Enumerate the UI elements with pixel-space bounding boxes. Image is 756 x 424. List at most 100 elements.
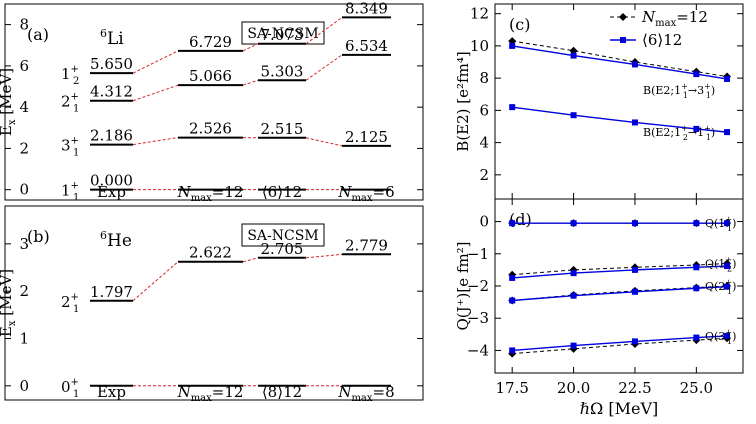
data-point-square: [693, 285, 700, 292]
panel-frame: [4, 3, 424, 201]
data-point-square: [724, 263, 731, 270]
y-tick-label: 8: [479, 69, 489, 87]
data-point-square: [509, 104, 516, 111]
data-point-square: [693, 71, 700, 78]
legend-label: Nmax=12: [641, 8, 708, 29]
y-axis-label: Q(J⁺)[e fm²]: [454, 241, 472, 330]
spin-label: 2+ 1: [61, 92, 79, 115]
panel-label: (c): [509, 15, 530, 34]
data-point-square: [509, 220, 516, 227]
data-point-square: [693, 264, 700, 271]
data-point-square: [693, 220, 700, 227]
level-connector: [305, 253, 343, 259]
legend-marker: [619, 13, 627, 21]
energy-value: 8.349: [345, 0, 388, 17]
y-tick-label: −2: [467, 277, 489, 295]
y-tick-label: 1: [19, 329, 29, 347]
data-point-square: [570, 342, 577, 349]
data-point-square: [570, 270, 577, 277]
column-label-1: Nmax=12: [177, 383, 244, 404]
level-connector: [242, 79, 259, 86]
column-label-0: Exp: [97, 183, 126, 201]
data-point-square: [631, 288, 638, 295]
x-axis-label: ℏΩ [MeV]: [580, 399, 659, 418]
level-connector: [132, 84, 179, 102]
y-tick-label: −4: [467, 341, 489, 359]
data-point-square: [570, 220, 577, 227]
column-label-3: Nmax=6: [337, 183, 394, 204]
data-point-square: [631, 119, 638, 126]
series-annotation: Q(2+ 1): [705, 278, 736, 296]
y-tick-label: 2: [19, 282, 29, 300]
y-tick-label: 0: [19, 377, 29, 395]
energy-value: 2.186: [90, 127, 133, 145]
energy-value: 1.797: [90, 283, 133, 301]
x-tick-label: 20.0: [557, 379, 590, 397]
energy-value: 2.779: [345, 236, 388, 254]
y-tick-label: 2: [19, 139, 29, 157]
data-point-square: [724, 283, 731, 290]
energy-value: 2.515: [261, 120, 304, 138]
energy-value: 7.073: [261, 26, 304, 44]
y-tick-label: 4: [479, 134, 489, 152]
legend-label: ⟨6⟩12: [642, 31, 682, 49]
y-tick-label: 2: [479, 166, 489, 184]
data-point-square: [509, 274, 516, 281]
data-point-square: [509, 42, 516, 49]
nucleus-label: 6He: [100, 229, 132, 251]
data-point-square: [693, 125, 700, 132]
spin-label: 1+ 1: [61, 181, 79, 204]
column-label-2: ⟨8⟩12: [262, 383, 302, 401]
series-annotation: B(E2;1+ 2→1+ 1): [643, 124, 715, 142]
energy-value: 6.534: [345, 37, 388, 55]
energy-value: 2.526: [189, 120, 232, 138]
spin-label: 0+ 1: [61, 377, 79, 400]
y-tick-label: 8: [19, 16, 29, 34]
energy-value: 5.066: [189, 67, 232, 85]
y-tick-label: −3: [467, 309, 489, 327]
energy-value: 0.000: [90, 172, 133, 190]
x-tick-label: 22.5: [618, 379, 651, 397]
data-point-square: [570, 112, 577, 119]
y-axis-label: Ex [MeV]: [0, 269, 18, 337]
level-connector: [132, 137, 179, 146]
data-point-square: [509, 297, 516, 304]
energy-value: 6.729: [189, 33, 232, 51]
level-connector: [305, 54, 343, 81]
data-point-square: [509, 347, 516, 354]
nucleus-label: 6Li: [100, 27, 124, 49]
series-annotation: Q(3+ 1): [705, 328, 736, 346]
energy-value: 4.312: [90, 83, 133, 101]
y-tick-label: 12: [470, 5, 489, 23]
y-axis-label: Ex [MeV]: [0, 68, 18, 136]
column-label-2: ⟨6⟩12: [262, 183, 302, 201]
column-label-0: Exp: [97, 383, 126, 401]
y-tick-label: 4: [19, 98, 29, 116]
series-line: [512, 40, 728, 78]
y-tick-label: 10: [470, 37, 489, 55]
series-annotation: B(E2;1+ 1→3+ 1): [643, 82, 715, 100]
method-box: [241, 223, 325, 247]
data-point-square: [570, 292, 577, 299]
column-label-1: Nmax=12: [177, 183, 244, 204]
spin-label: 1+ 2: [61, 64, 79, 87]
legend-marker: [620, 37, 626, 43]
level-connector: [242, 257, 259, 263]
y-tick-label: 0: [19, 181, 29, 199]
data-point-square: [631, 61, 638, 68]
series-annotation: Q(1+ 1): [705, 215, 736, 233]
x-tick-label: 25.0: [680, 379, 713, 397]
method-box-label: SA-NCSM: [247, 228, 318, 244]
y-axis-label: B(E2) [e²fm⁴]: [454, 51, 472, 151]
data-point-square: [724, 220, 731, 227]
level-connector: [132, 261, 179, 302]
column-label-3: Nmax=8: [337, 383, 394, 404]
y-tick-label: 6: [479, 101, 489, 119]
data-point-square: [724, 129, 731, 136]
spin-label: 3+ 1: [61, 136, 79, 159]
spin-label: 2+ 1: [61, 292, 79, 315]
level-connector: [242, 43, 259, 52]
data-point-square: [631, 338, 638, 345]
data-point-square: [693, 334, 700, 341]
